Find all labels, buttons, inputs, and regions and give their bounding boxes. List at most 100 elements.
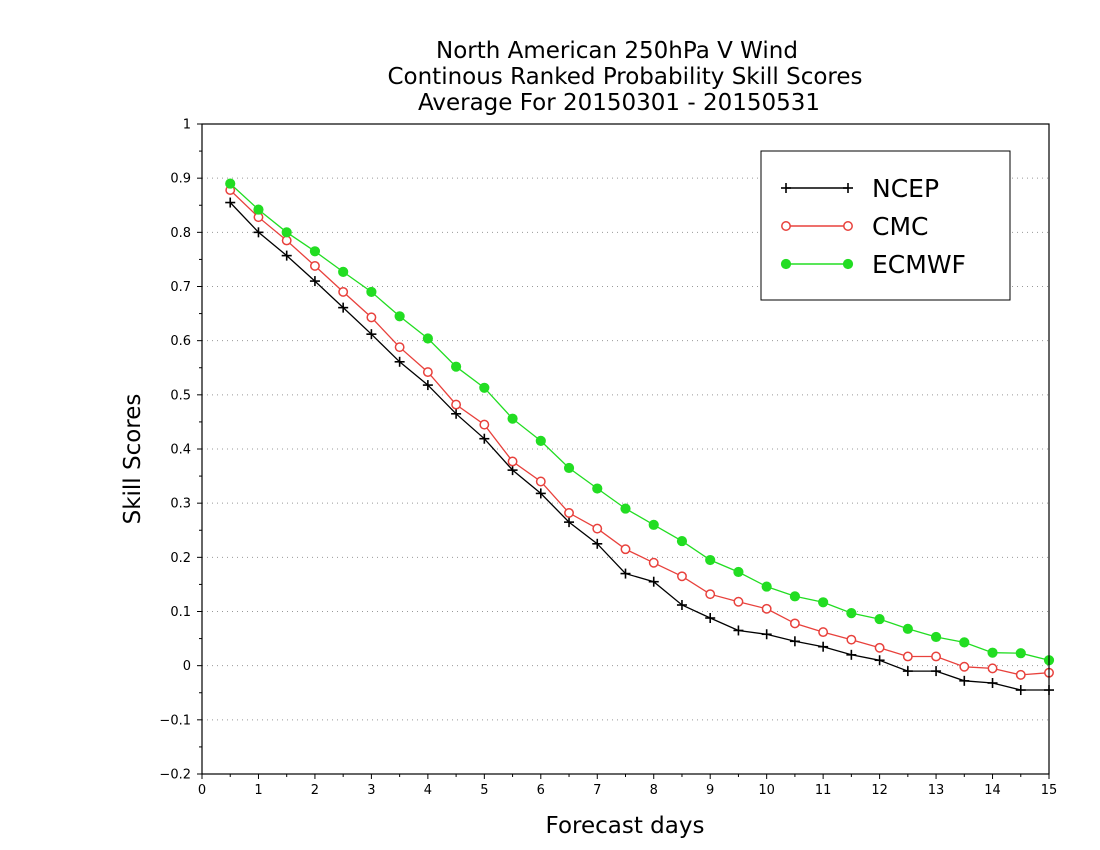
chart-title: North American 250hPa V Wind Continous R… [387, 38, 862, 116]
data-point-ecmwf-7 [422, 333, 433, 344]
data-point-ecmwf-13 [592, 483, 603, 494]
chart-title-line-3: Average For 20150301 - 20150531 [418, 90, 820, 116]
data-point-ncep-19 [761, 629, 772, 640]
data-point-cmc-18 [733, 596, 744, 607]
data-point-ecmwf-22 [846, 608, 857, 619]
data-point-ncep-7 [422, 380, 433, 391]
data-point-cmc-12 [564, 507, 574, 518]
data-point-ecmwf-18 [733, 566, 744, 578]
data-point-cmc-25 [931, 651, 942, 662]
x-tick-label-9: 9 [706, 783, 714, 798]
data-point-ecmwf-26 [959, 637, 970, 648]
data-point-ncep-17 [705, 613, 716, 623]
series-ncep [225, 197, 1054, 696]
chart-title-line-1: North American 250hPa V Wind [436, 38, 798, 64]
data-point-ncep-22 [846, 649, 857, 660]
data-point-cmc-22 [846, 634, 857, 645]
legend-label-cmc: CMC [872, 212, 928, 241]
data-point-ncep-5 [366, 329, 377, 340]
data-point-cmc-5 [366, 312, 377, 323]
x-tick-label-15: 15 [1041, 783, 1058, 798]
axes: −0.2−0.100.10.20.30.40.50.60.70.80.910 1 2… [159, 118, 1057, 799]
data-point-cmc-20 [789, 618, 800, 629]
data-point-ncep-2 [281, 250, 292, 261]
data-point-ecmwf-11 [535, 435, 546, 446]
data-point-ecmwf-20 [789, 591, 801, 602]
x-tick-label-3: 3 [367, 783, 375, 798]
data-point-ecmwf-16 [676, 535, 688, 547]
y-tick-label-10: 0.8 [170, 226, 191, 241]
legend-item-cmc: CMC [781, 212, 928, 241]
series-cmc [225, 185, 1054, 680]
legend-label-ecmwf: ECMWF [872, 250, 966, 279]
x-tick-label-13: 13 [928, 783, 945, 798]
legend-item-ecmwf: ECMWF [780, 250, 966, 279]
data-point-ncep-1 [253, 227, 264, 238]
data-point-cmc-7 [422, 367, 433, 378]
legend-marker-end-ncep [843, 183, 853, 193]
data-point-ecmwf-2 [281, 227, 292, 238]
data-point-ecmwf-21 [818, 597, 829, 608]
data-point-ecmwf-24 [902, 623, 913, 634]
data-point-ecmwf-19 [761, 581, 772, 592]
x-tick-label-5: 5 [480, 783, 488, 798]
data-point-ncep-23 [874, 655, 885, 666]
y-tick-label-8: 0.6 [170, 334, 191, 349]
y-tick-label-2: 0 [183, 659, 191, 674]
legend-marker-end-ecmwf [842, 258, 854, 270]
data-point-ncep-16 [676, 600, 687, 610]
data-point-ncep-15 [648, 576, 659, 587]
legend-item-ncep: NCEP [781, 174, 939, 203]
data-point-cmc-23 [874, 642, 885, 653]
data-point-ecmwf-15 [648, 519, 659, 530]
y-axis-title: Skill Scores [120, 394, 146, 525]
data-point-ncep-0 [225, 197, 236, 208]
x-axis-title: Forecast days [546, 813, 705, 839]
data-point-ncep-20 [789, 636, 800, 647]
legend-marker-start-ecmwf [780, 258, 792, 270]
series-ecmwf [225, 178, 1055, 666]
data-point-cmc-3 [309, 260, 320, 271]
data-point-ncep-18 [733, 625, 744, 636]
data-point-cmc-24 [902, 651, 913, 662]
data-point-cmc-14 [620, 544, 631, 555]
data-point-ncep-25 [931, 666, 942, 677]
data-point-cmc-9 [479, 419, 490, 430]
data-point-cmc-19 [761, 603, 772, 614]
data-point-ecmwf-3 [309, 246, 321, 257]
data-point-ncep-10 [507, 465, 518, 476]
data-point-ecmwf-9 [479, 382, 490, 393]
data-point-ecmwf-5 [366, 286, 377, 298]
data-point-cmc-13 [592, 523, 603, 534]
x-tick-label-6: 6 [537, 783, 545, 798]
y-tick-label-9: 0.7 [170, 280, 191, 295]
data-point-ecmwf-14 [620, 503, 631, 514]
legend-label-ncep: NCEP [872, 174, 939, 203]
y-tick-label-6: 0.4 [170, 443, 191, 458]
y-tick-label-1: −0.1 [159, 713, 191, 728]
data-point-ecmwf-23 [874, 613, 885, 625]
data-point-ecmwf-17 [705, 554, 716, 566]
chart-title-line-2: Continous Ranked Probability Skill Score… [387, 64, 862, 90]
data-point-ncep-28 [1015, 685, 1026, 696]
data-point-ncep-21 [818, 641, 829, 652]
data-point-cmc-15 [648, 557, 659, 568]
data-point-cmc-28 [1015, 669, 1026, 680]
legend-marker-end-cmc [843, 221, 853, 231]
y-tick-label-0: −0.2 [159, 768, 191, 783]
x-tick-label-7: 7 [593, 783, 601, 798]
data-point-cmc-26 [959, 661, 970, 672]
data-point-ecmwf-25 [930, 631, 942, 643]
y-tick-label-5: 0.3 [170, 497, 191, 512]
data-point-ncep-12 [564, 517, 575, 528]
series-lines [225, 178, 1055, 696]
data-point-ncep-8 [451, 408, 462, 419]
y-tick-label-3: 0.1 [170, 605, 191, 620]
x-tick-label-0: 0 [198, 783, 206, 798]
y-tick-label-12: 1 [183, 118, 191, 133]
x-tick-label-10: 10 [758, 783, 775, 798]
y-tick-label-4: 0.2 [170, 551, 191, 566]
data-point-ncep-26 [959, 675, 970, 686]
data-point-cmc-6 [394, 342, 405, 353]
legend-marker-start-cmc [781, 221, 791, 231]
